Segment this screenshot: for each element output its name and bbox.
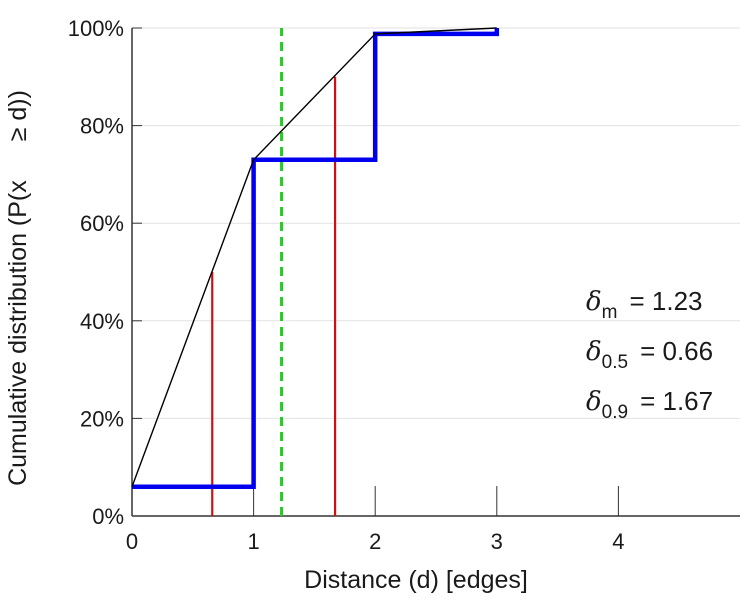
tick-labels: 0% 20% 40% 60% 80% 100% 0 1 2 3 4 [68,16,625,554]
y-axis-label: Cumulative distribution (P(x ≥ d)) [4,90,32,486]
y-tick-label: 100% [68,16,124,41]
series [131,27,500,489]
y-axis-label-part-2: ≥ d)) [4,90,32,141]
interpolated-line [131,27,497,487]
x-tick-label: 3 [491,529,503,554]
axes [131,27,740,517]
annotation-delta-0-5: δ0.5 = 0.66 [586,336,713,373]
x-axis-label: Distance (d) [edges] [304,566,528,594]
vertical-markers [211,28,337,516]
delta-annotations: δm = 1.23 δ0.5 = 0.66 δ0.9 = 1.67 [586,286,713,423]
y-tick-label: 60% [80,211,124,236]
y-tick-label: 80% [80,114,124,139]
gridlines [132,27,740,419]
x-tick-label: 0 [126,529,138,554]
annotation-delta-0-9: δ0.9 = 1.67 [586,386,713,423]
y-tick-label: 20% [80,406,124,431]
x-tick-label: 1 [247,529,259,554]
annotation-delta-m: δm = 1.23 [586,286,703,323]
x-tick-label: 4 [612,529,624,554]
y-tick-label: 0% [92,504,124,529]
y-axis-label-part-1: Cumulative distribution (P(x [4,180,32,486]
cumulative-step-line [132,28,500,489]
x-tick-label: 2 [369,529,381,554]
y-tick-label: 40% [80,309,124,334]
